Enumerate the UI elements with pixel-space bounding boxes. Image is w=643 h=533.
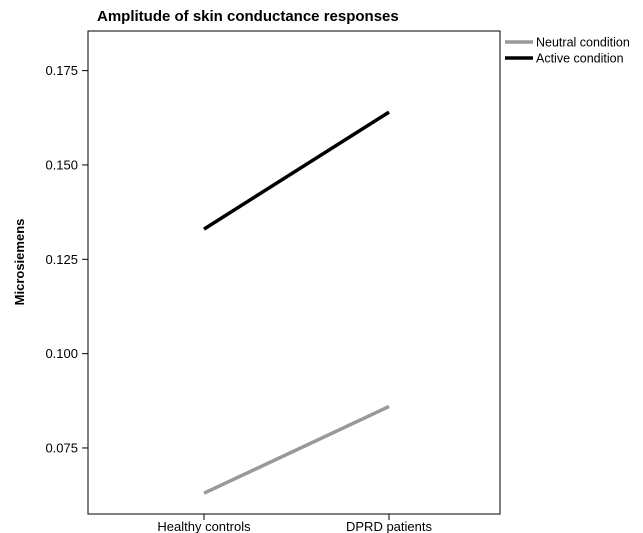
- y-axis-ticks: 0.075 0.100 0.125 0.150 0.175: [45, 63, 88, 455]
- legend: Neutral condition Active condition: [505, 36, 630, 66]
- chart-title: Amplitude of skin conductance responses: [97, 8, 399, 25]
- y-tick-label: 0.125: [45, 252, 78, 267]
- x-axis-ticks: Healthy controls DPRD patients: [157, 514, 432, 533]
- legend-label: Neutral condition: [536, 36, 630, 50]
- series-lines: [203, 110, 390, 495]
- y-tick-label: 0.150: [45, 157, 78, 172]
- y-tick-label: 0.100: [45, 346, 78, 361]
- y-tick-label: 0.075: [45, 440, 78, 455]
- x-tick-label: DPRD patients: [346, 519, 432, 533]
- plot-area: [87, 30, 501, 515]
- y-axis-label: Microsiemens: [12, 219, 27, 306]
- legend-label: Active condition: [536, 52, 624, 66]
- series-line-neutral-condition: [203, 404, 390, 495]
- series-line-active-condition: [203, 110, 390, 231]
- y-tick-label: 0.175: [45, 63, 78, 78]
- x-tick-label: Healthy controls: [157, 519, 251, 533]
